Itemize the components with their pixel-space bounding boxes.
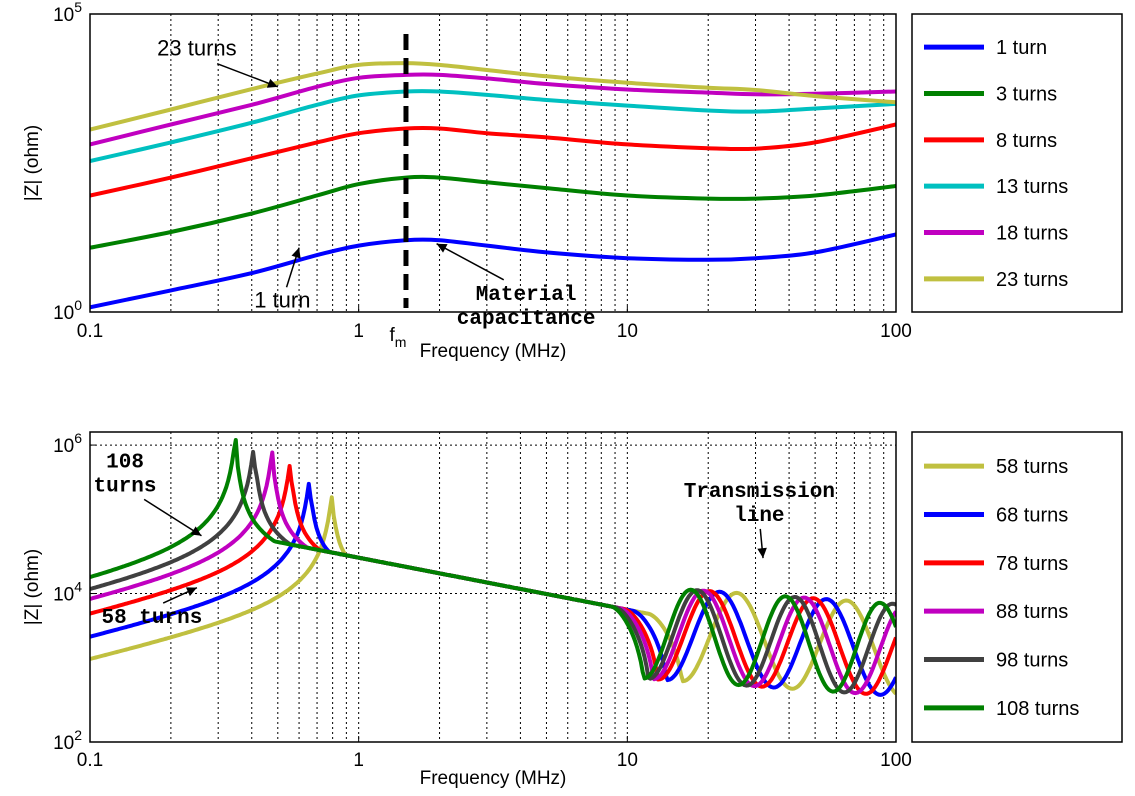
series-group xyxy=(90,61,896,310)
y-tick-label: 105 xyxy=(53,0,82,26)
x-axis-label: Frequency (MHz) xyxy=(420,341,567,362)
annotation-arrowhead xyxy=(266,78,278,88)
annotation-arrowhead xyxy=(291,247,301,259)
annotation-arrow xyxy=(216,62,279,88)
annotation-arrowhead xyxy=(185,587,197,597)
legend-entry: 13 turns xyxy=(996,176,1068,198)
legend-box xyxy=(911,431,1123,743)
annotation: Material capacitance xyxy=(457,284,596,331)
plot-frame xyxy=(89,431,897,743)
series-line xyxy=(90,72,896,147)
x-tick-label: 0.1 xyxy=(77,321,103,342)
annotation: 58 turns xyxy=(101,607,202,630)
legend-entry: 108 turns xyxy=(996,698,1079,720)
annotation-arrowhead xyxy=(757,547,767,559)
series-line xyxy=(90,174,896,250)
legend-entry: 98 turns xyxy=(996,650,1068,672)
legend: 58 turns 68 turns 78 turns 88 turns 98 turns… xyxy=(911,431,1123,743)
x-tick-label: 100 xyxy=(880,750,912,771)
series-line xyxy=(90,61,896,132)
plot-frame xyxy=(89,13,897,313)
legend-entry: 3 turns xyxy=(996,84,1057,106)
x-tick-label: 100 xyxy=(880,321,912,342)
x-tick-label: 1 xyxy=(353,321,364,342)
legend-entry: 78 turns xyxy=(996,553,1068,575)
y-tick-label: 100 xyxy=(53,297,82,324)
legend-entry: 1 turn xyxy=(996,37,1047,59)
legend: 1 turn 3 turns 8 turns 13 turns 18 turns 23 t… xyxy=(911,13,1123,313)
x-tick-label: 10 xyxy=(617,750,638,771)
annotation-arrowhead xyxy=(436,243,448,253)
y-tick-label: 102 xyxy=(53,727,82,754)
annotation: 23 turns xyxy=(157,36,237,61)
legend-box xyxy=(911,13,1123,313)
series-line xyxy=(90,232,896,310)
series-line xyxy=(90,122,896,198)
series-group xyxy=(90,438,896,697)
annotation-arrow xyxy=(436,243,505,281)
y-axis-label: |Z| (ohm) xyxy=(22,549,43,625)
legend-entry: 68 turns xyxy=(996,505,1068,527)
annotation: 1 turn xyxy=(254,287,310,312)
x-tick-label: 0.1 xyxy=(77,750,103,771)
plot-top: 0.1 1 10 100 100 105 Frequency (MHz) |Z| (ohm) f… xyxy=(22,0,1123,362)
y-tick-label: 104 xyxy=(53,579,82,606)
fm-marker-label: fm xyxy=(389,325,406,350)
plot-bottom: 0.1 1 10 100 102 104 106 Frequency (MHz) |Z| (oh… xyxy=(22,430,1123,789)
x-axis-label: Frequency (MHz) xyxy=(420,768,567,789)
series-line xyxy=(90,89,896,164)
annotation-arrow xyxy=(143,498,202,537)
x-tick-label: 1 xyxy=(353,750,364,771)
annotation: Transmission line xyxy=(684,481,835,528)
legend-entry: 88 turns xyxy=(996,601,1068,623)
annotation: 108 turns xyxy=(94,451,157,498)
legend-entry: 23 turns xyxy=(996,269,1068,291)
legend-entry: 18 turns xyxy=(996,223,1068,245)
x-tick-label: 10 xyxy=(617,321,638,342)
annotation-arrowhead xyxy=(190,526,202,536)
legend-entry: 58 turns xyxy=(996,456,1068,478)
legend-entry: 8 turns xyxy=(996,130,1057,152)
y-axis-label: |Z| (ohm) xyxy=(22,125,43,201)
series-line xyxy=(90,438,896,694)
y-tick-label: 106 xyxy=(53,430,82,457)
